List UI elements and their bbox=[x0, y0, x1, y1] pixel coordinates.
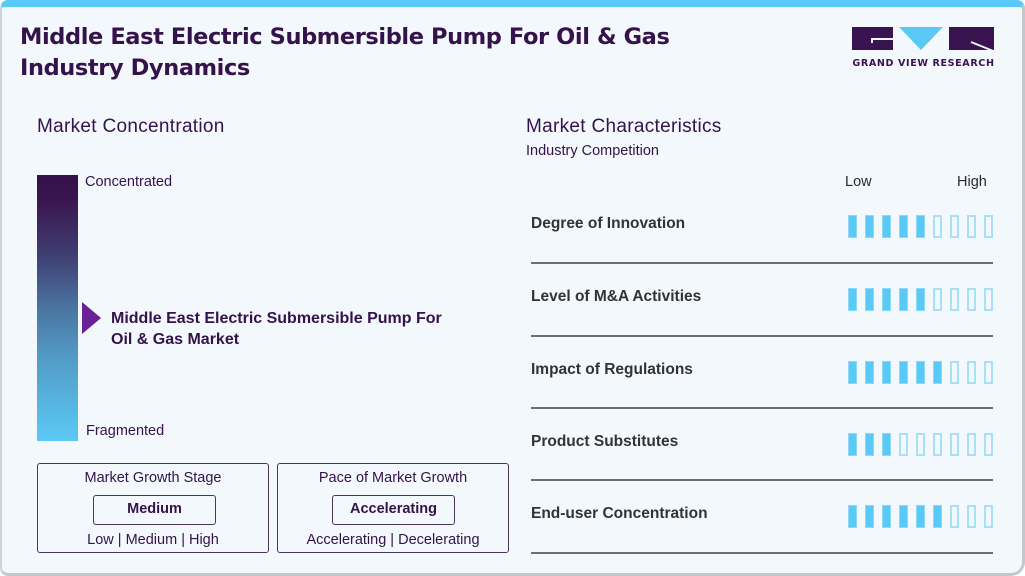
rating-bar-filled bbox=[916, 505, 925, 528]
concentrated-label: Concentrated bbox=[85, 174, 173, 190]
growth-pace-options: Accelerating | Decelerating bbox=[306, 532, 480, 548]
rating-bars-end-user-concentration bbox=[848, 505, 998, 528]
industry-competition-subtitle: Industry Competition bbox=[526, 143, 659, 159]
rating-bar-empty bbox=[984, 361, 993, 384]
rating-bar-filled bbox=[865, 215, 874, 238]
rating-bar-filled bbox=[882, 433, 891, 456]
logo-text: GRAND VIEW RESEARCH bbox=[852, 58, 995, 69]
growth-pace-value: Accelerating bbox=[332, 495, 455, 525]
market-growth-stage-box: Market Growth Stage Medium Low | Medium … bbox=[37, 463, 269, 553]
rating-bar-empty bbox=[933, 215, 942, 238]
growth-stage-title: Market Growth Stage bbox=[84, 470, 222, 486]
rating-bar-empty bbox=[950, 433, 959, 456]
rating-bar-filled bbox=[899, 505, 908, 528]
pace-of-growth-box: Pace of Market Growth Accelerating Accel… bbox=[277, 463, 509, 553]
rating-bar-empty bbox=[933, 433, 942, 456]
rating-bar-empty bbox=[984, 288, 993, 311]
rating-bar-filled bbox=[865, 433, 874, 456]
rating-bars-innovation bbox=[848, 215, 998, 238]
grand-view-research-logo: GRAND VIEW RESEARCH bbox=[852, 27, 996, 71]
row-label-ma-activities: Level of M&A Activities bbox=[531, 288, 702, 305]
rating-bar-empty bbox=[967, 433, 976, 456]
rating-bar-empty bbox=[984, 433, 993, 456]
rating-bar-filled bbox=[933, 505, 942, 528]
row-label-regulations: Impact of Regulations bbox=[531, 361, 693, 378]
market-concentration-title: Market Concentration bbox=[37, 116, 225, 137]
rating-bar-filled bbox=[848, 361, 857, 384]
rating-bar-empty bbox=[950, 215, 959, 238]
rating-bar-filled bbox=[933, 361, 942, 384]
rating-bar-empty bbox=[967, 361, 976, 384]
market-position-pointer-icon bbox=[82, 302, 101, 334]
row-label-product-substitutes: Product Substitutes bbox=[531, 433, 679, 450]
rating-bar-filled bbox=[848, 433, 857, 456]
rating-bar-filled bbox=[882, 361, 891, 384]
rating-bar-filled bbox=[882, 505, 891, 528]
high-label: High bbox=[957, 174, 987, 190]
row-divider bbox=[531, 552, 993, 554]
rating-bars-product-substitutes bbox=[848, 433, 998, 456]
growth-pace-title: Pace of Market Growth bbox=[318, 470, 468, 486]
row-divider bbox=[531, 407, 993, 409]
rating-bar-empty bbox=[950, 361, 959, 384]
page-title: Middle East Electric Submersible Pump Fo… bbox=[20, 24, 670, 81]
market-characteristics-title: Market Characteristics bbox=[526, 116, 722, 137]
low-label: Low bbox=[845, 174, 872, 190]
logo-v-triangle-icon bbox=[899, 27, 943, 50]
rating-bar-filled bbox=[916, 288, 925, 311]
rating-bar-empty bbox=[933, 288, 942, 311]
rating-bar-filled bbox=[899, 288, 908, 311]
fragmented-label: Fragmented bbox=[86, 423, 165, 439]
rating-bar-filled bbox=[882, 215, 891, 238]
row-divider bbox=[531, 335, 993, 337]
rating-bar-empty bbox=[967, 505, 976, 528]
row-divider bbox=[531, 479, 993, 481]
rating-bar-filled bbox=[848, 505, 857, 528]
rating-bar-empty bbox=[984, 505, 993, 528]
rating-bar-filled bbox=[916, 361, 925, 384]
growth-stage-options: Low | Medium | High bbox=[87, 532, 219, 548]
rating-bar-filled bbox=[848, 288, 857, 311]
rating-bar-filled bbox=[848, 215, 857, 238]
market-name: Middle East Electric Submersible Pump Fo… bbox=[111, 310, 442, 348]
rating-bar-filled bbox=[865, 288, 874, 311]
rating-bars-ma-activities bbox=[848, 288, 998, 311]
rating-bar-empty bbox=[967, 288, 976, 311]
row-label-innovation: Degree of Innovation bbox=[531, 215, 686, 232]
rating-bar-filled bbox=[882, 288, 891, 311]
rating-bar-filled bbox=[865, 505, 874, 528]
rating-bar-filled bbox=[916, 215, 925, 238]
rating-bar-filled bbox=[899, 215, 908, 238]
rating-bar-filled bbox=[865, 361, 874, 384]
concentration-gradient-bar bbox=[37, 175, 78, 441]
logo-r-block-icon bbox=[949, 27, 994, 50]
rating-bar-empty bbox=[967, 215, 976, 238]
rating-bar-empty bbox=[984, 215, 993, 238]
rating-bar-empty bbox=[950, 288, 959, 311]
rating-bar-empty bbox=[899, 433, 908, 456]
row-divider bbox=[531, 262, 993, 264]
rating-bar-empty bbox=[950, 505, 959, 528]
rating-bars-regulations bbox=[848, 361, 998, 384]
growth-stage-value: Medium bbox=[93, 495, 216, 525]
row-label-end-user-concentration: End-user Concentration bbox=[531, 505, 708, 522]
rating-bar-filled bbox=[899, 361, 908, 384]
rating-bar-empty bbox=[916, 433, 925, 456]
